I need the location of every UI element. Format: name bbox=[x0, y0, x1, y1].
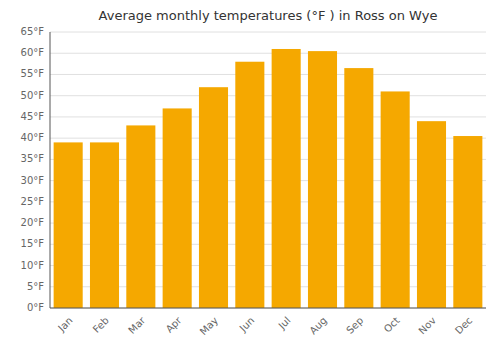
x-tick-labels: Jan Feb Mar Apr May Jun Jul Aug Sep Oct Nov Dec bbox=[55, 314, 474, 337]
x-tick-label: Jun bbox=[237, 315, 257, 335]
x-tick-label: Oct bbox=[382, 315, 402, 335]
x-tick-label: Mar bbox=[126, 314, 148, 336]
x-tick-label: May bbox=[198, 315, 220, 337]
bar bbox=[163, 108, 192, 308]
y-tick-labels: 0°F 5°F 10°F 15°F 20°F 25°F 30°F 35°F 40°F 45°F 50… bbox=[21, 26, 45, 313]
y-tick-label: 35°F bbox=[21, 153, 45, 164]
bar bbox=[381, 91, 410, 308]
bar bbox=[272, 49, 301, 308]
x-axis-line bbox=[50, 308, 486, 309]
bar bbox=[199, 87, 228, 308]
x-tick-label: Jan bbox=[55, 315, 74, 334]
bars bbox=[54, 49, 483, 308]
y-tick-label: 65°F bbox=[21, 26, 45, 37]
grid-line bbox=[50, 32, 486, 33]
y-grid bbox=[50, 32, 486, 308]
y-tick-label: 5°F bbox=[27, 281, 44, 292]
x-tick-label: Nov bbox=[416, 315, 438, 337]
grid-line bbox=[50, 74, 486, 75]
y-tick-label: 25°F bbox=[21, 196, 45, 207]
grid-line bbox=[50, 116, 486, 117]
bar bbox=[90, 142, 119, 308]
x-tick-label: Feb bbox=[91, 315, 111, 335]
bar bbox=[308, 51, 337, 308]
chart-title: Average monthly temperatures (°F ) in Ro… bbox=[99, 8, 438, 23]
grid-line bbox=[50, 95, 486, 96]
grid-line bbox=[50, 308, 486, 309]
bar bbox=[453, 136, 482, 308]
y-tick-label: 40°F bbox=[21, 132, 45, 143]
y-tick-label: 30°F bbox=[21, 175, 45, 186]
chart-svg: Average monthly temperatures (°F ) in Ro… bbox=[0, 0, 500, 350]
x-tick-label: Dec bbox=[453, 315, 474, 336]
bar bbox=[54, 142, 83, 308]
x-tick-label: Jul bbox=[276, 315, 293, 332]
y-tick-label: 0°F bbox=[27, 302, 44, 313]
bar bbox=[344, 68, 373, 308]
bar bbox=[126, 125, 155, 308]
y-tick-label: 60°F bbox=[21, 47, 45, 58]
y-tick-label: 20°F bbox=[21, 217, 45, 228]
y-axis-line bbox=[50, 32, 51, 308]
x-tick-label: Apr bbox=[164, 314, 185, 335]
y-tick-label: 15°F bbox=[21, 238, 45, 249]
bar bbox=[417, 121, 446, 308]
y-tick-label: 10°F bbox=[21, 260, 45, 271]
y-tick-label: 45°F bbox=[21, 111, 45, 122]
bar bbox=[235, 62, 264, 308]
y-tick-label: 55°F bbox=[21, 68, 45, 79]
chart-container: Average monthly temperatures (°F ) in Ro… bbox=[0, 0, 500, 350]
grid-line bbox=[50, 53, 486, 54]
y-tick-label: 50°F bbox=[21, 90, 45, 101]
x-tick-label: Sep bbox=[344, 315, 365, 336]
x-tick-label: Aug bbox=[307, 315, 329, 337]
